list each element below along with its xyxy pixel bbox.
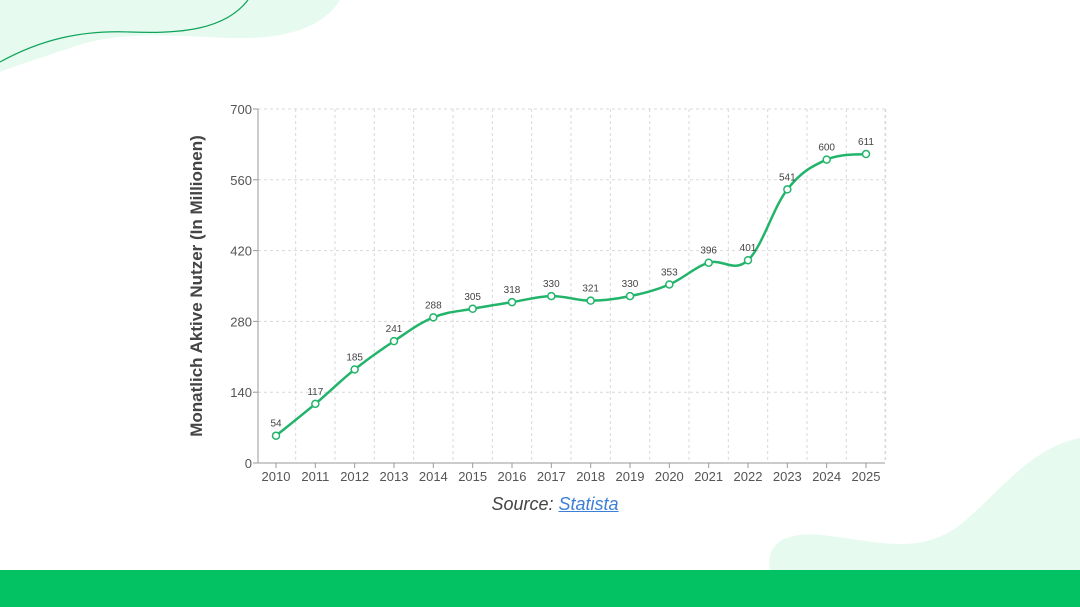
- x-tick-label: 2018: [576, 469, 605, 484]
- x-tick-label: 2020: [655, 469, 684, 484]
- data-label: 54: [270, 419, 282, 430]
- y-axis-label: Monatlich Aktive Nutzer (In Millionen): [187, 135, 206, 437]
- data-label: 396: [700, 246, 717, 257]
- data-point: [389, 336, 399, 346]
- footer-bar: [0, 570, 1080, 607]
- data-label: 611: [858, 137, 874, 148]
- data-point: [704, 258, 713, 267]
- source-prefix: Source:: [491, 494, 554, 514]
- data-point: [507, 297, 517, 307]
- data-point: [350, 365, 359, 374]
- decorative-blob-top-left: [0, 0, 340, 72]
- data-label: 318: [504, 285, 521, 296]
- chart-axes: [257, 109, 885, 464]
- x-tick-label: 2012: [340, 469, 369, 484]
- y-tick-label: 0: [245, 456, 252, 471]
- data-point: [783, 185, 792, 194]
- x-tick-label: 2015: [458, 469, 487, 484]
- x-tick-label: 2017: [537, 469, 566, 484]
- data-point: [429, 313, 438, 322]
- data-label: 241: [386, 324, 403, 335]
- source-link[interactable]: Statista: [558, 494, 619, 514]
- data-point: [586, 296, 595, 305]
- x-tick-label: 2010: [262, 469, 291, 484]
- y-tick-label: 140: [230, 385, 252, 400]
- data-point: [468, 304, 477, 314]
- y-tick-label: 560: [230, 173, 252, 188]
- x-tick-label: 2025: [852, 469, 881, 484]
- data-label: 353: [661, 267, 678, 278]
- chart-grid: [258, 108, 887, 463]
- x-tick-label: 2021: [694, 469, 723, 484]
- data-label: 117: [307, 387, 323, 398]
- data-point: [311, 399, 320, 409]
- data-label: 600: [818, 143, 835, 154]
- series-line: [275, 152, 867, 437]
- data-label: 330: [543, 279, 560, 290]
- data-point: [271, 431, 281, 440]
- data-point: [665, 280, 674, 289]
- data-label: 288: [425, 300, 442, 311]
- y-tick-label: 280: [230, 314, 252, 329]
- x-tick-label: 2023: [773, 469, 802, 484]
- x-tick-label: 2016: [498, 469, 527, 484]
- x-tick-label: 2024: [812, 469, 841, 484]
- data-label: 305: [464, 292, 481, 303]
- x-tick-label: 2013: [380, 469, 409, 484]
- y-tick-label: 420: [230, 244, 252, 259]
- data-point: [861, 149, 871, 159]
- data-label: 541: [779, 172, 796, 183]
- x-tick-label: 2011: [301, 469, 329, 484]
- decorative-blob-bottom-right: [769, 438, 1080, 570]
- y-tick-labels: 0 140 280 420 560 700: [230, 102, 258, 471]
- source-line: Source: Statista: [0, 494, 1080, 515]
- data-labels: 54 117 185 241 288 305 318 330 321 330 353 396 401 54…: [270, 137, 874, 430]
- x-tick-labels: 2010 2011 2012 2013 2014 2015 2016 2017 2018 2019…: [262, 463, 881, 484]
- data-label: 185: [346, 352, 363, 363]
- y-tick-label: 700: [230, 102, 252, 117]
- data-point: [547, 291, 556, 301]
- data-point: [822, 155, 831, 164]
- data-point: [625, 291, 635, 301]
- x-tick-label: 2022: [734, 469, 763, 484]
- data-point: [743, 255, 753, 265]
- data-label: 321: [582, 284, 599, 295]
- x-tick-label: 2014: [419, 469, 448, 484]
- data-label: 401: [740, 243, 757, 254]
- x-tick-label: 2019: [616, 469, 645, 484]
- data-points: [271, 149, 871, 440]
- data-label: 330: [622, 279, 639, 290]
